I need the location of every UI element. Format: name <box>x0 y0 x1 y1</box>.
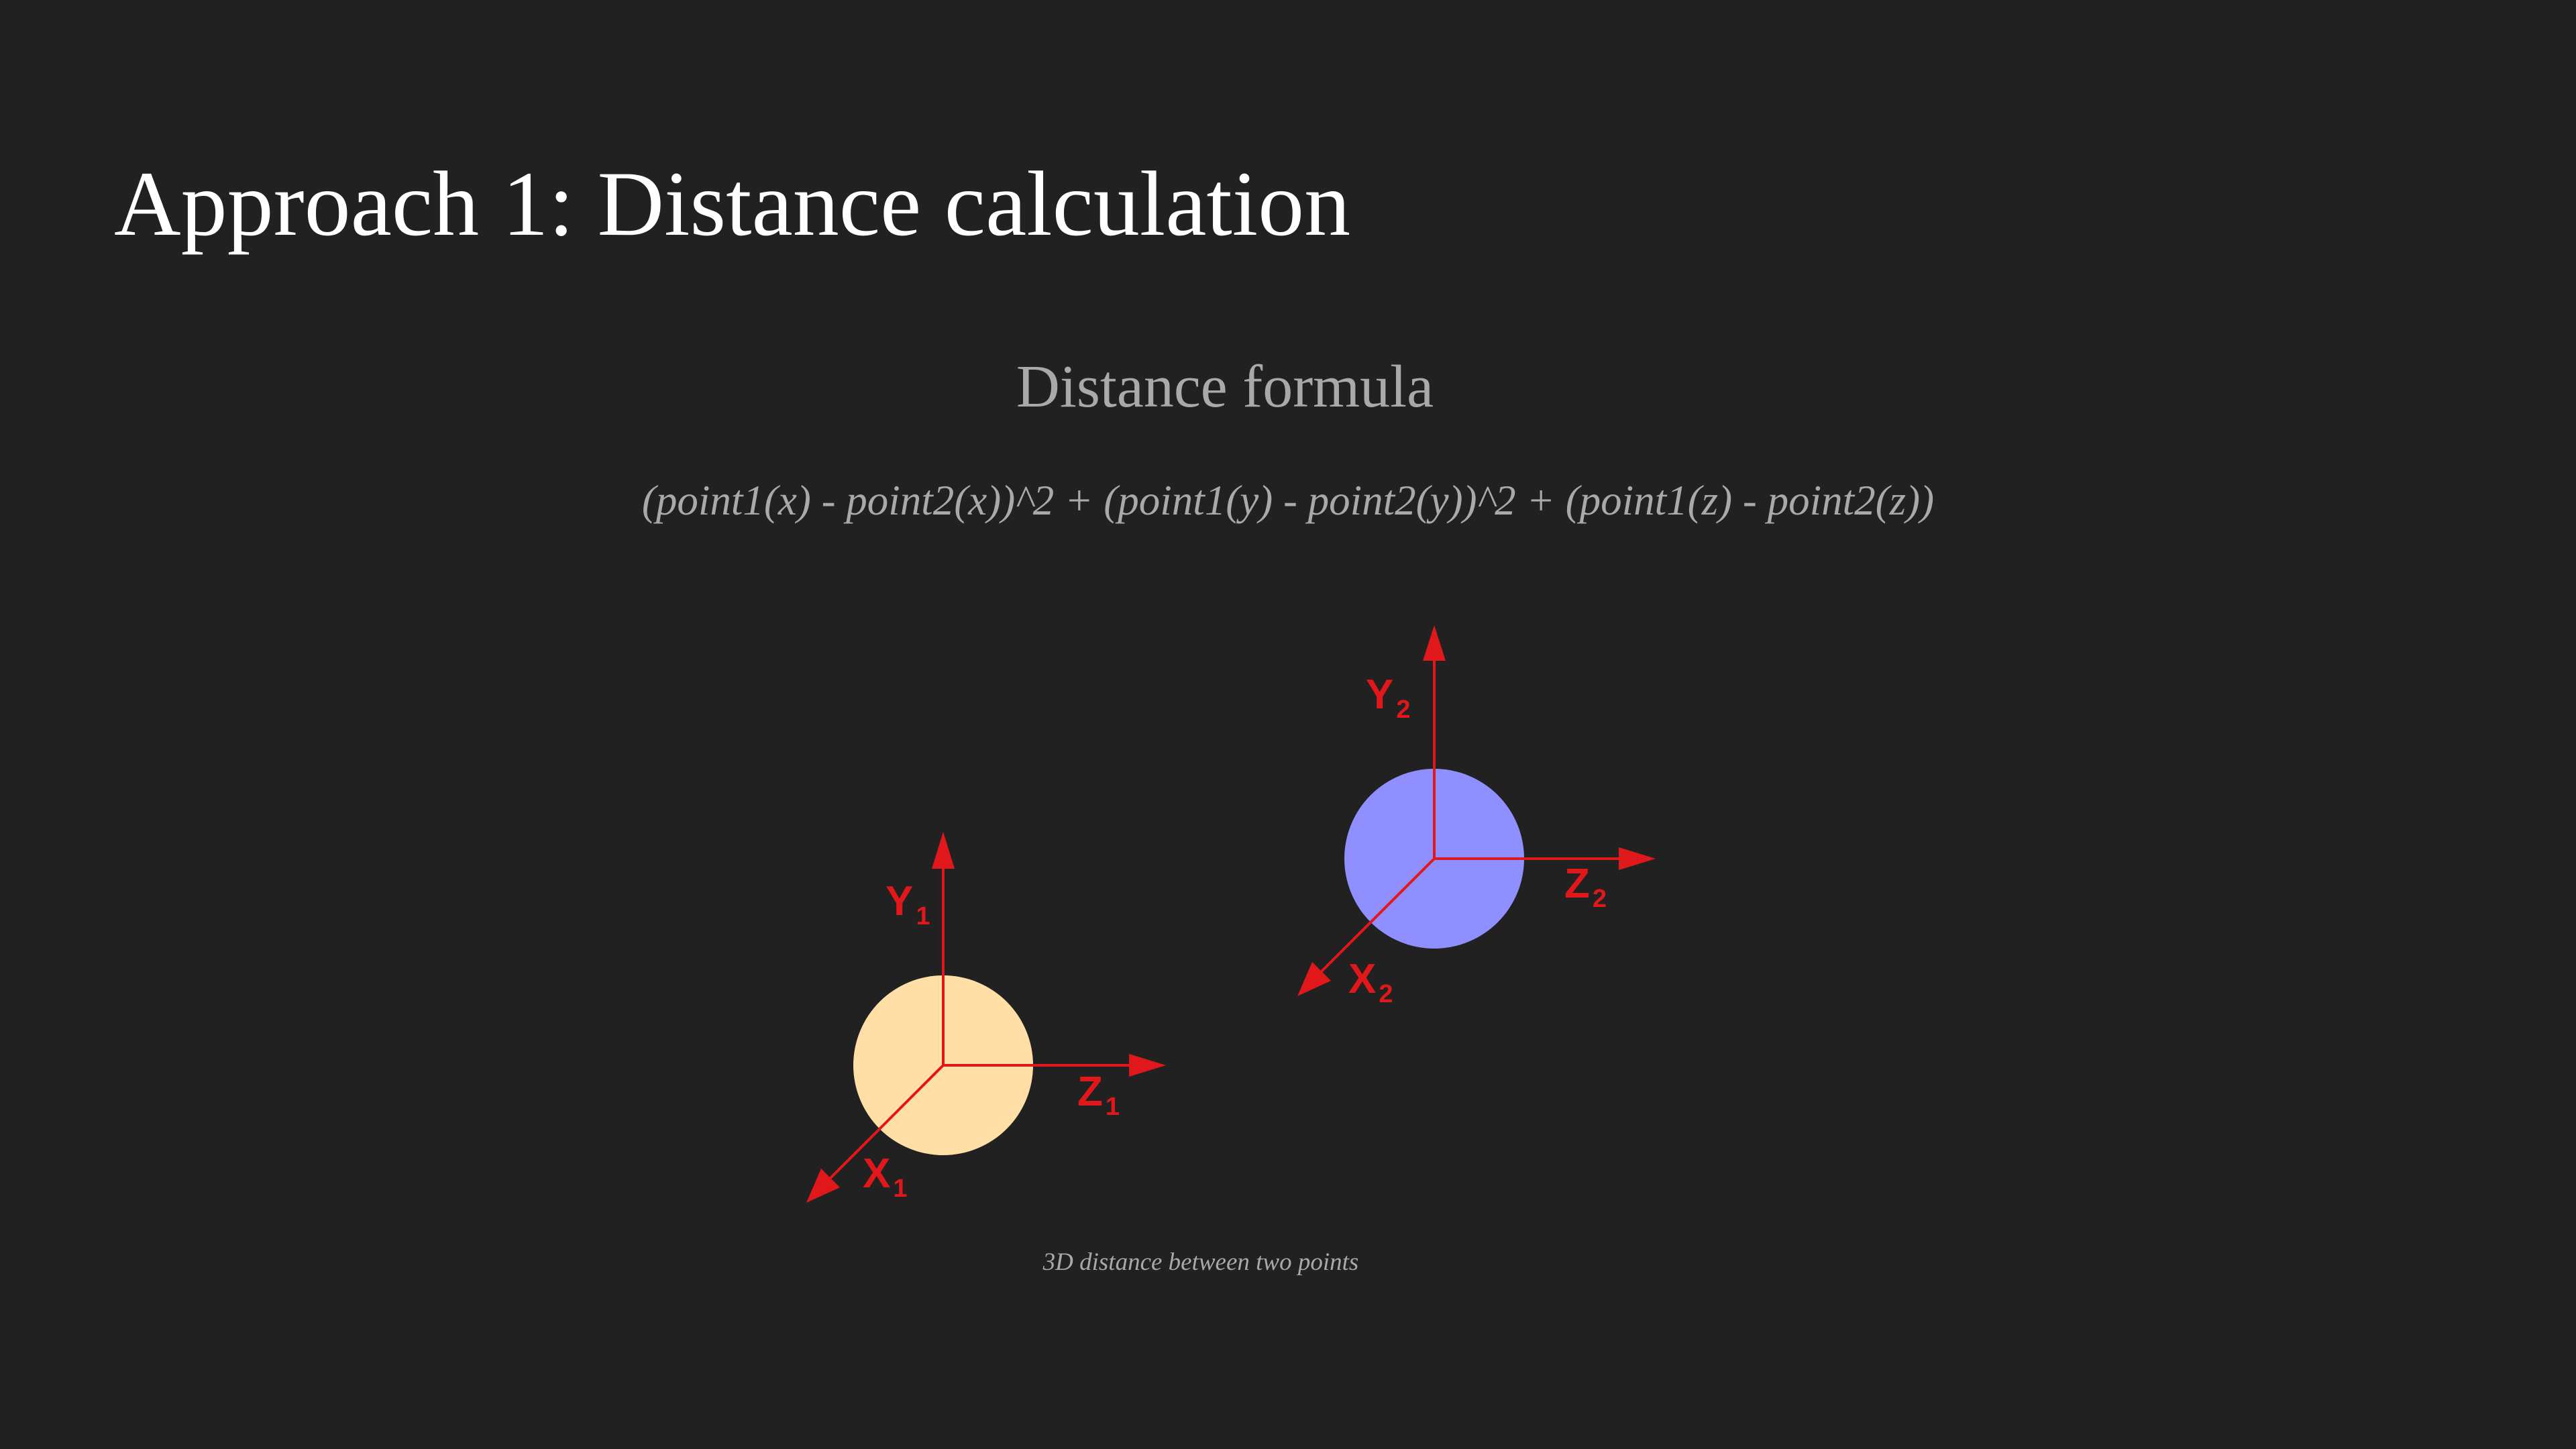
point2-z-arrowhead <box>1619 847 1656 870</box>
point1-y-arrowhead <box>932 832 955 869</box>
point2-x-arrowhead <box>1297 962 1331 996</box>
point1-z-arrowhead <box>1129 1054 1166 1077</box>
slide-title: Approach 1: Distance calculation <box>114 152 1351 255</box>
distance-formula: (point1(x) - point2(x))^2 + (point1(y) -… <box>641 477 1935 524</box>
point1-x-axis <box>825 1064 945 1183</box>
point2-y-arrowhead <box>1423 625 1446 661</box>
diagram-caption: 3D distance between two points <box>1042 1248 1359 1276</box>
point2-x-axis <box>1316 857 1436 977</box>
point1-x-arrowhead <box>806 1169 840 1203</box>
section-heading: Distance formula <box>1016 354 1434 420</box>
